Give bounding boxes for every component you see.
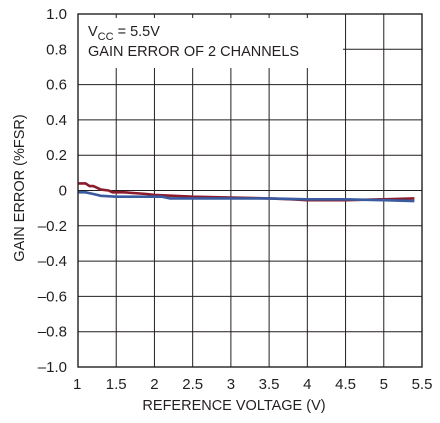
x-tick-label: 4.5 [335,376,356,393]
vcc-annotation: VCC = 5.5V [88,24,160,43]
y-tick-label: –0.2 [38,218,67,235]
channels-annotation: GAIN ERROR OF 2 CHANNELS [88,44,299,60]
plot-frame [77,13,423,368]
y-tick-label: 0.6 [46,77,67,94]
y-tick-label: –0.6 [38,288,67,305]
y-tick-label: –0.8 [38,324,67,341]
x-axis-title: REFERENCE VOLTAGE (V) [142,398,325,414]
y-tick-label: 0.8 [46,41,67,58]
x-tick-label: 5.5 [412,376,433,393]
x-tick-label: 3 [227,376,235,393]
y-tick-label: 0.2 [46,147,67,164]
y-tick-label: –1.0 [38,359,67,376]
y-axis-title: GAIN ERROR (%FSR) [12,114,28,261]
x-tick-label: 2.5 [182,376,203,393]
vcc-main: V [88,24,98,40]
y-tick-label: –0.4 [38,253,67,270]
series-group [78,182,415,203]
y-tick-label: 0.4 [46,112,67,129]
series-line-2 [78,191,415,203]
x-tick-label: 1 [73,376,81,393]
x-tick-label: 3.5 [259,376,280,393]
x-tick-label: 4 [303,376,311,393]
vcc-value: = 5.5V [114,24,161,40]
y-tick-label: 0 [59,183,67,200]
x-tick-label: 2 [150,376,158,393]
annotation-background [78,18,343,68]
tick-labels: 1 1.5 2 2.5 3 3.5 4 4.5 5 5.5 1.0 0.8 0.6 0.4 0.2 0 –0.2… [38,6,433,393]
vcc-subscript: CC [98,31,114,43]
y-tick-label: 1.0 [46,6,67,23]
x-tick-label: 5 [380,376,388,393]
x-tick-label: 1.5 [106,376,127,393]
